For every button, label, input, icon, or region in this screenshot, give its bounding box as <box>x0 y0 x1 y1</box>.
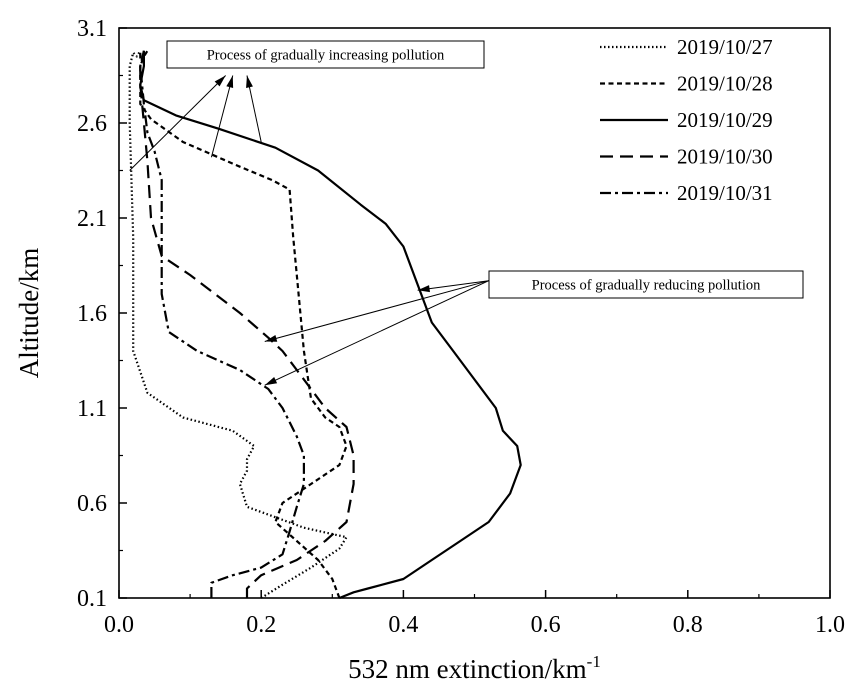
x-tick-label: 0.8 <box>673 612 703 638</box>
annotation-arrow-line <box>264 280 489 342</box>
y-tick-label: 1.6 <box>77 301 107 327</box>
x-tick-label: 0.0 <box>104 612 134 638</box>
series-line-4 <box>139 52 355 598</box>
x-tick-label: 0.2 <box>246 612 276 638</box>
legend-label-3: 2019/10/29 <box>677 108 773 132</box>
x-tick-label: 1.0 <box>815 612 845 638</box>
series-line-1 <box>128 50 348 599</box>
annotation-arrowhead <box>246 75 253 88</box>
annotation-arrow-line <box>264 280 489 386</box>
y-axis-title: Altitude/km <box>14 248 44 379</box>
x-axis-title-text: 532 nm extinction/km <box>348 654 586 684</box>
annotation-arrowhead <box>264 376 278 386</box>
annotation-reducing: Process of gradually reducing pollution <box>488 270 804 299</box>
legend-label-5: 2019/10/31 <box>677 181 773 205</box>
annotation-arrowhead <box>226 75 234 88</box>
x-tick-label: 0.6 <box>531 612 561 638</box>
y-tick-label: 2.1 <box>77 206 107 232</box>
series-line-5 <box>139 50 305 598</box>
annotation-arrow-line <box>210 75 234 158</box>
legend-label-2: 2019/10/28 <box>677 72 773 96</box>
annotation-arrow-line <box>129 75 227 171</box>
series-line-2 <box>139 50 348 599</box>
annotation-box-increasing <box>166 40 485 69</box>
annotation-increasing: Process of gradually increasing pollutio… <box>166 40 485 69</box>
y-tick-label: 1.1 <box>77 396 107 422</box>
series-group <box>128 50 522 600</box>
x-axis-title-superscript: -1 <box>587 652 601 671</box>
annotation-group <box>129 75 489 386</box>
annotation-arrowhead <box>417 285 430 293</box>
legend-label-1: 2019/10/27 <box>677 35 773 59</box>
y-tick-label: 0.1 <box>77 586 107 612</box>
annotation-text-reducing: Process of gradually reducing pollution <box>532 278 761 294</box>
series-line-3 <box>139 50 522 600</box>
annotation-box-reducing <box>488 270 804 299</box>
axis-ticks-group: 0.0 0.2 0.4 0.6 0.8 1.0 0.1 0.6 1.1 1.6 2.1 2.6 3.1 <box>77 16 845 638</box>
y-tick-label: 3.1 <box>77 16 107 42</box>
annotation-arrowhead <box>214 75 226 87</box>
y-tick-label: 2.6 <box>77 111 107 137</box>
x-tick-label: 0.4 <box>388 612 418 638</box>
legend-label-4: 2019/10/30 <box>677 145 773 169</box>
y-tick-label: 0.6 <box>77 491 107 517</box>
annotation-text-increasing: Process of gradually increasing pollutio… <box>207 48 445 64</box>
x-axis-title: 532 nm extinction/km-1 <box>348 652 601 684</box>
legend: 2019/10/27 2019/10/28 2019/10/29 2019/10/30… <box>600 35 773 205</box>
annotation-arrowhead <box>264 334 278 342</box>
